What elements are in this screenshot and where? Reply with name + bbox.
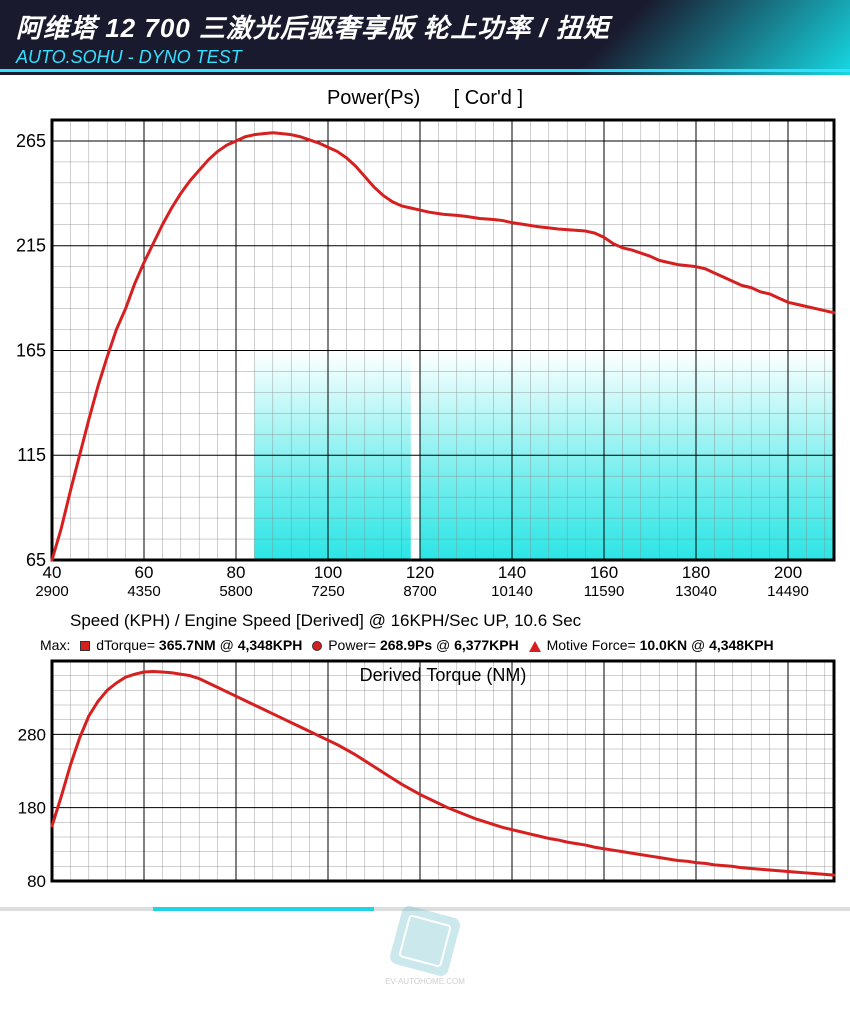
circle-marker-icon xyxy=(312,641,322,651)
svg-text:160: 160 xyxy=(590,563,618,582)
svg-text:200: 200 xyxy=(774,563,802,582)
svg-text:Derived Torque (NM): Derived Torque (NM) xyxy=(360,665,527,685)
torque-chart: 80 180 280 Derived Torque (NM) xyxy=(10,657,840,887)
svg-text:60: 60 xyxy=(135,563,154,582)
header-title: 阿维塔 12 700 三激光后驱奢享版 轮上功率 / 扭矩 xyxy=(16,8,834,45)
svg-text:11590: 11590 xyxy=(584,583,625,600)
dtorque-entry: dTorque= 365.7NM @ 4,348KPH xyxy=(80,637,302,653)
max-label: Max: xyxy=(40,637,70,653)
svg-text:5800: 5800 xyxy=(219,583,252,600)
svg-text:165: 165 xyxy=(16,340,46,360)
x-axis-label: Speed (KPH) / Engine Speed [Derived] @ 1… xyxy=(70,611,840,631)
svg-text:115: 115 xyxy=(17,445,46,465)
svg-text:13040: 13040 xyxy=(675,583,717,600)
power-chart: 6511516521526540290060435080580010072501… xyxy=(10,114,840,604)
power-entry: Power= 268.9Ps @ 6,377KPH xyxy=(312,637,518,653)
logo-watermark: EV-AUTOHOME.COM xyxy=(385,911,465,986)
header-bar: 阿维塔 12 700 三激光后驱奢享版 轮上功率 / 扭矩 AUTO.SOHU … xyxy=(0,0,850,75)
svg-text:2900: 2900 xyxy=(35,583,68,600)
svg-text:140: 140 xyxy=(498,563,526,582)
svg-text:180: 180 xyxy=(18,799,46,818)
svg-text:10140: 10140 xyxy=(491,583,533,600)
svg-text:80: 80 xyxy=(227,563,246,582)
svg-text:4350: 4350 xyxy=(127,583,160,600)
svg-text:40: 40 xyxy=(43,563,62,582)
svg-text:14490: 14490 xyxy=(767,583,809,600)
header-underline xyxy=(0,69,850,72)
motive-entry: Motive Force= 10.0KN @ 4,348KPH xyxy=(529,637,774,653)
svg-text:7250: 7250 xyxy=(311,583,344,600)
power-title-right: [ Cor'd ] xyxy=(454,87,523,109)
svg-text:8700: 8700 xyxy=(403,583,436,600)
header-subtitle: AUTO.SOHU - DYNO TEST xyxy=(16,47,834,68)
svg-text:280: 280 xyxy=(18,725,46,744)
power-chart-title: Power(Ps) [ Cor'd ] xyxy=(10,87,840,110)
charts-container: Power(Ps) [ Cor'd ] 65115165215265402900… xyxy=(0,75,850,892)
logo-icon xyxy=(388,904,461,977)
max-values-line: Max: dTorque= 365.7NM @ 4,348KPH Power= … xyxy=(40,637,832,653)
svg-text:100: 100 xyxy=(314,563,342,582)
triangle-marker-icon xyxy=(529,641,541,652)
svg-text:120: 120 xyxy=(406,563,434,582)
square-marker-icon xyxy=(80,641,90,651)
svg-text:265: 265 xyxy=(16,131,46,151)
svg-text:80: 80 xyxy=(27,872,46,887)
svg-text:215: 215 xyxy=(16,236,46,256)
svg-text:180: 180 xyxy=(682,563,710,582)
logo-text: EV-AUTOHOME.COM xyxy=(385,977,465,986)
power-title-left: Power(Ps) xyxy=(327,87,420,109)
